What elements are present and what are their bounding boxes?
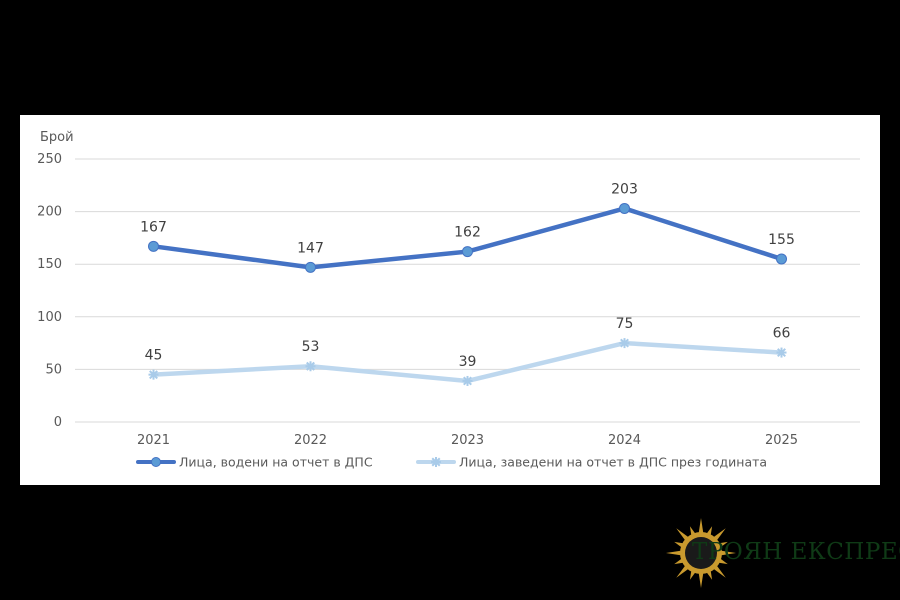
y-tick-label: 50 (45, 362, 62, 377)
legend-label: Лица, заведени на отчет в ДПС през годин… (459, 455, 767, 470)
data-point (305, 261, 316, 273)
y-tick-label: 200 (37, 205, 62, 220)
data-label: 53 (302, 339, 320, 355)
data-point (148, 369, 159, 380)
data-point (776, 347, 787, 358)
data-point (619, 202, 630, 214)
x-tick-label: 2025 (765, 433, 798, 448)
y-tick-label: 0 (54, 415, 62, 430)
y-tick-label: 150 (37, 257, 62, 272)
data-point (462, 246, 473, 258)
data-label: 162 (454, 225, 481, 241)
legend-label: Лица, водени на отчет в ДПС (179, 455, 373, 470)
x-tick-label: 2021 (137, 433, 170, 448)
legend-marker (431, 457, 441, 467)
y-tick-label: 250 (37, 152, 62, 167)
data-point (148, 240, 159, 252)
data-point (619, 338, 630, 349)
y-tick-label: 100 (37, 310, 62, 325)
troyan-express-logo: ТРОЯН ЕКСПРЕС (662, 515, 900, 590)
data-label: 203 (611, 181, 638, 197)
data-label: 45 (145, 348, 163, 364)
logo-text: ТРОЯН ЕКСПРЕС (692, 539, 900, 565)
y-axis-label: Брой (40, 130, 74, 145)
data-label: 155 (768, 232, 795, 248)
legend-marker (151, 457, 161, 467)
x-tick-label: 2023 (451, 433, 484, 448)
data-label: 167 (140, 219, 167, 235)
data-label: 75 (616, 316, 634, 332)
data-point (462, 375, 473, 386)
data-point (776, 253, 787, 265)
data-label: 39 (459, 354, 477, 370)
data-label: 66 (773, 326, 791, 342)
x-tick-label: 2024 (608, 433, 641, 448)
data-label: 147 (297, 240, 324, 256)
sun-icon (666, 518, 736, 588)
data-point (305, 361, 316, 372)
chart-panel: 0 50 100 150 200 250 Брой 2021 2022 2023 2024 2025 … (20, 115, 880, 485)
x-tick-label: 2022 (294, 433, 327, 448)
